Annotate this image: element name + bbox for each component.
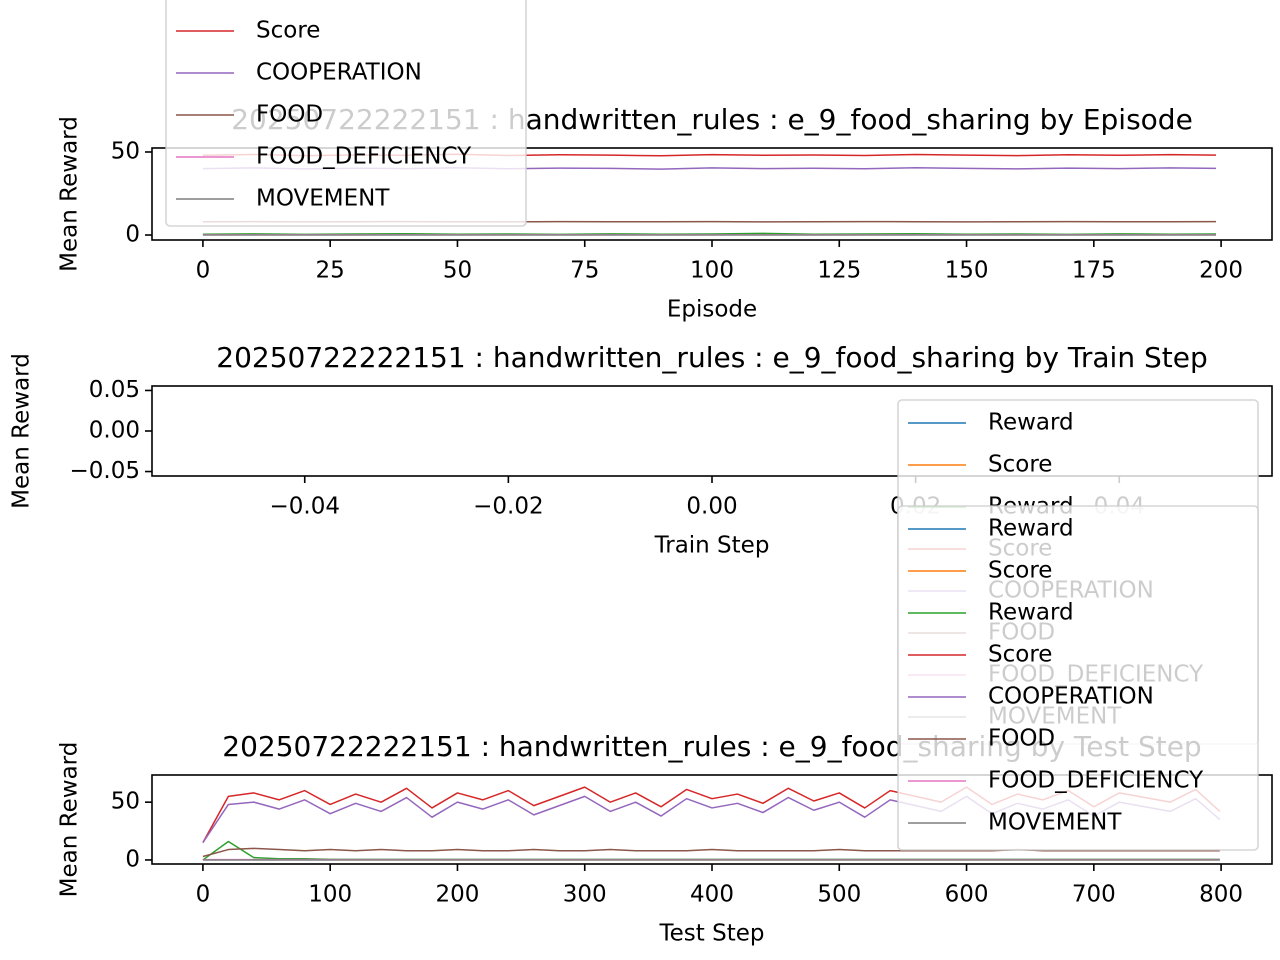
x-tick-label: 500 [817,882,861,908]
legend-label: FOOD [256,102,323,128]
chart-title: 20250722222151 : handwritten_rules : e_9… [216,341,1207,374]
legend-label: Reward [988,516,1074,542]
x-tick-label: 800 [1199,882,1243,908]
y-tick-label: 50 [111,138,140,164]
legend-label: FOOD [988,726,1055,752]
legend-label: Score [988,642,1052,668]
x-axis-label: Episode [667,297,757,323]
x-tick-label: −0.04 [269,494,339,520]
legend-label: Score [988,452,1052,478]
x-tick-label: 100 [308,882,352,908]
x-tick-label: 700 [1072,882,1116,908]
legend-label: FOOD_DEFICIENCY [256,144,472,170]
y-tick-label: 0 [125,222,140,248]
legend-label: FOOD_DEFICIENCY [988,768,1204,794]
y-axis-label: Mean Reward [57,742,83,898]
x-tick-label: 175 [1072,258,1116,284]
legend: Reward Score Reward Score COOPERATION FOOD FOO… [897,505,1259,851]
legend-label: Reward [988,410,1074,436]
legend: RewardScoreRewardScoreCOOPERATIONFOODFOO… [165,0,527,227]
x-tick-label: 150 [945,258,989,284]
legend-frame [897,505,1259,851]
x-tick-label: 125 [817,258,861,284]
x-tick-label: 0 [196,882,211,908]
x-tick-label: 0 [196,258,211,284]
y-tick-label: −0.05 [70,458,140,484]
x-tick-label: 200 [436,882,480,908]
y-tick-label: 0.05 [89,377,140,403]
x-tick-label: 600 [945,882,989,908]
plot-area [202,153,1217,236]
legend-label: Score [256,18,320,44]
y-tick-label: 50 [111,789,140,815]
y-axis-label: Mean Reward [9,353,35,509]
legend-label: Score [988,558,1052,584]
y-tick-label: 0.00 [89,418,140,444]
legend-label: Reward [256,0,342,2]
x-tick-label: 25 [316,258,345,284]
legend-label: MOVEMENT [988,810,1122,836]
x-axis-label: Train Step [654,533,770,559]
legend-frame [165,0,527,227]
x-tick-label: 300 [563,882,607,908]
legend-label: COOPERATION [256,60,422,86]
x-tick-label: 200 [1199,258,1243,284]
legend-label: MOVEMENT [256,186,390,212]
x-tick-label: 0.00 [686,494,737,520]
x-tick-label: 100 [690,258,734,284]
y-tick-label: 0 [125,846,140,872]
legend-label: Reward [988,600,1074,626]
y-axis-label: Mean Reward [57,116,83,272]
x-tick-label: 50 [443,258,472,284]
x-tick-label: −0.02 [473,494,543,520]
x-tick-label: 400 [690,882,734,908]
x-tick-label: 75 [570,258,599,284]
legend-label: COOPERATION [988,684,1154,710]
x-axis-label: Test Step [659,921,765,947]
